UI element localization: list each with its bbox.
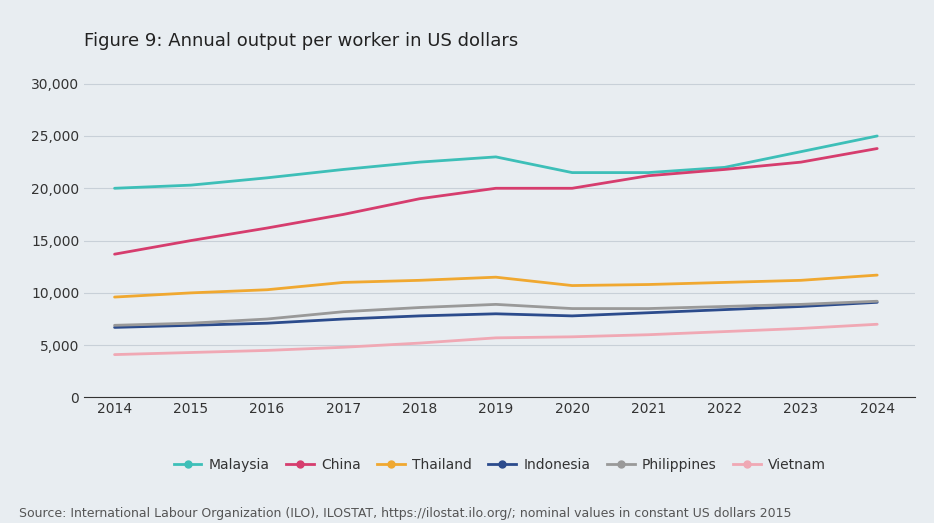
Text: Figure 9: Annual output per worker in US dollars: Figure 9: Annual output per worker in US…: [84, 32, 518, 50]
Legend: Malaysia, China, Thailand, Indonesia, Philippines, Vietnam: Malaysia, China, Thailand, Indonesia, Ph…: [168, 452, 831, 477]
Text: Source: International Labour Organization (ILO), ILOSTAT, https://ilostat.ilo.or: Source: International Labour Organizatio…: [19, 507, 791, 520]
